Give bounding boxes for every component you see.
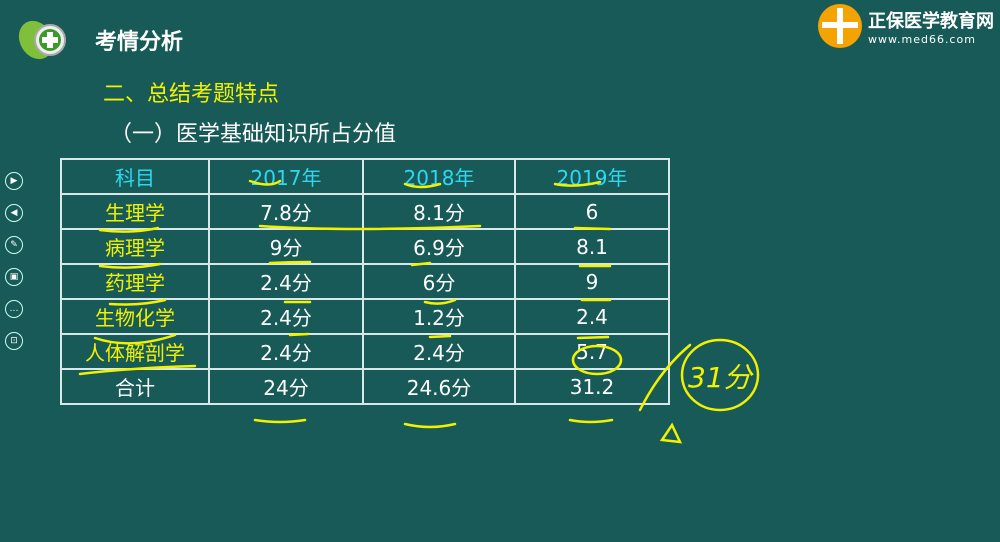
score-cell: 9 [514,263,670,300]
heading-subsection: （一）医学基础知识所占分值 [110,122,397,147]
score-cell: 6分 [362,263,516,300]
score-cell: 8.1分 [362,193,516,230]
display-icon[interactable]: ⊡ [5,332,23,350]
table-row: 生理学 7.8分 8.1分 6 [60,193,670,230]
score-cell: 7.8分 [208,193,364,230]
subject-cell: 病理学 [60,228,210,265]
screen-icon[interactable]: ▣ [5,268,23,286]
subject-cell: 生理学 [60,193,210,230]
header-cell: 科目 [60,158,210,195]
header-cell: 2017年 [208,158,364,195]
play-prev-icon[interactable]: ◀ [5,204,23,222]
score-cell: 24分 [208,368,364,405]
heading-summary: 二、总结考题特点 [103,82,280,107]
subject-cell: 生物化学 [60,298,210,335]
score-cell: 5.7 [514,333,670,370]
score-cell: 2.4分 [208,298,364,335]
subject-cell: 药理学 [60,263,210,300]
subject-cell: 人体解剖学 [60,333,210,370]
table-row: 生物化学 2.4分 1.2分 2.4 [60,298,670,335]
score-cell: 2.4分 [362,333,516,370]
score-cell: 1.2分 [362,298,516,335]
score-cell: 2.4分 [208,263,364,300]
brand-cross-icon [818,4,862,48]
header-cell: 2018年 [362,158,516,195]
score-table: 科目 2017年 2018年 2019年 生理学 7.8分 8.1分 6 病理学 9分 6.… [60,158,670,405]
brand-name: 正保医学教育网 [868,10,994,32]
score-cell: 8.1 [514,228,670,265]
table-row: 合计 24分 24.6分 31.2 [60,368,670,405]
table-row: 病理学 9分 6.9分 8.1 [60,228,670,265]
player-sidebar: ▶ ◀ ✎ ▣ … ⊡ [5,172,23,350]
table-header-row: 科目 2017年 2018年 2019年 [60,158,670,195]
score-cell: 24.6分 [362,368,516,405]
score-cell: 6.9分 [362,228,516,265]
logo-icon [18,10,70,62]
table-row: 人体解剖学 2.4分 2.4分 5.7 [60,333,670,370]
score-cell: 2.4分 [208,333,364,370]
table-row: 药理学 2.4分 6分 9 [60,263,670,300]
score-cell: 6 [514,193,670,230]
play-next-icon[interactable]: ▶ [5,172,23,190]
section-title: 考情分析 [95,30,184,55]
brand-logo: 正保医学教育网 www.med66.com [818,4,994,48]
subject-cell: 合计 [60,368,210,405]
more-icon[interactable]: … [5,300,23,318]
header-cell: 2019年 [514,158,670,195]
brand-url: www.med66.com [868,32,976,46]
score-cell: 9分 [208,228,364,265]
score-cell: 2.4 [514,298,670,335]
annotation-text: 31分 [688,361,752,394]
pen-icon[interactable]: ✎ [5,236,23,254]
score-cell: 31.2 [514,368,670,405]
